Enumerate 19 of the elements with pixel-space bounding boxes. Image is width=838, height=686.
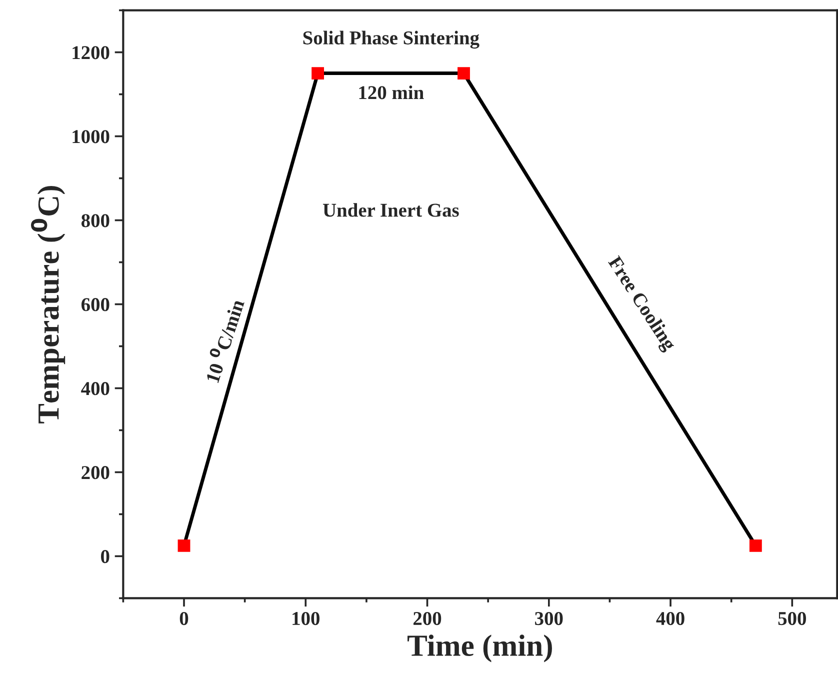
annotation: Solid Phase Sintering (303, 30, 480, 49)
x-tick-label: 0 (180, 612, 188, 626)
x-tick-label: 500 (778, 612, 806, 626)
annotation: 120 min (359, 86, 424, 100)
x-tick-label: 400 (656, 612, 684, 626)
x-tick-label: 300 (535, 612, 563, 626)
x-axis-title: Time (min) (408, 634, 552, 662)
annotation: 10 $^{0}$C/min (202, 297, 245, 384)
y-tick-label: 400 (81, 382, 110, 396)
y-axis-title: Temperature ($^{0}$C) (31, 186, 66, 424)
y-tick-label: 0 (101, 550, 110, 564)
y-tick-label: 600 (81, 298, 110, 312)
x-tick-label: 200 (414, 612, 442, 626)
y-tick-label: 800 (81, 214, 110, 228)
annotation: Under Inert Gas (322, 203, 459, 217)
y-tick-label: 1000 (72, 130, 110, 144)
x-tick-label: 100 (292, 612, 320, 626)
y-tick-label: 200 (82, 466, 110, 480)
y-tick-label: 1200 (72, 46, 110, 60)
